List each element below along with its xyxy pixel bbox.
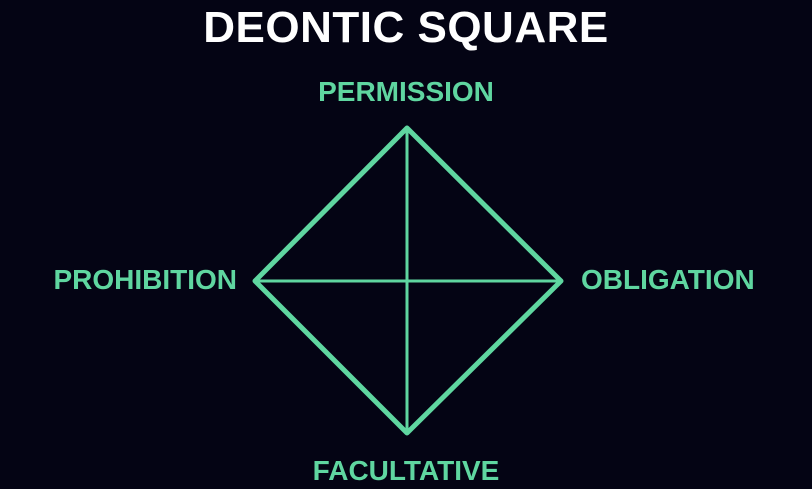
node-label-facultative: FACULTATIVE bbox=[312, 455, 500, 486]
node-label-prohibition: PROHIBITION bbox=[53, 264, 237, 295]
node-label-obligation: OBLIGATION bbox=[581, 264, 755, 295]
node-label-permission: PERMISSION bbox=[318, 76, 494, 107]
diagram-title: DEONTIC SQUARE bbox=[203, 3, 609, 52]
